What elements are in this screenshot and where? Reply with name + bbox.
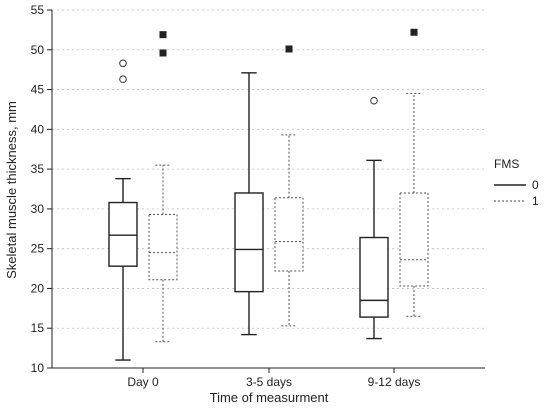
- x-tick-label: Day 0: [127, 375, 159, 389]
- extreme-point: [159, 49, 167, 57]
- box-series-0-1: [234, 72, 264, 336]
- box-series-1-2: [399, 93, 429, 317]
- legend: FMS 0 1: [494, 157, 539, 208]
- box-iqr: [148, 213, 178, 281]
- x-ticks: Day 0 3-5 days 9-12 days: [127, 368, 420, 389]
- y-ticks: 10 15 20 25 30 35 40 45 50 55: [31, 3, 52, 375]
- box-iqr: [108, 201, 138, 267]
- y-tick-label: 30: [31, 202, 45, 216]
- extreme-point: [159, 31, 167, 39]
- boxes: [108, 72, 429, 361]
- y-tick-label: 35: [31, 162, 45, 176]
- axes: [51, 10, 485, 369]
- legend-title: FMS: [494, 157, 519, 171]
- x-tick-label: 3-5 days: [246, 375, 292, 389]
- outlier-point: [119, 75, 127, 84]
- box-iqr: [234, 192, 264, 293]
- x-axis-title: Time of measurment: [210, 390, 329, 405]
- extreme-point: [285, 45, 293, 53]
- box-series-1-1: [274, 134, 304, 327]
- x-tick-label: 9-12 days: [368, 375, 421, 389]
- outlier-point: [119, 59, 127, 68]
- y-tick-label: 20: [31, 281, 45, 295]
- box-series-0-0: [108, 177, 138, 361]
- legend-label-1: 1: [532, 194, 539, 208]
- y-tick-label: 10: [31, 361, 45, 375]
- box-iqr: [274, 197, 304, 272]
- box-series-0-2: [359, 159, 389, 340]
- y-axis-title: Skeletal muscle thickness, mm: [4, 101, 19, 279]
- box-iqr: [399, 192, 429, 287]
- box-iqr: [359, 236, 389, 318]
- y-tick-label: 45: [31, 83, 45, 97]
- outlier-point: [370, 96, 378, 105]
- box-series-1-0: [148, 164, 178, 343]
- y-tick-label: 50: [31, 43, 45, 57]
- extreme-point: [410, 28, 418, 36]
- y-tick-label: 25: [31, 242, 45, 256]
- outlier-points: [119, 28, 418, 105]
- legend-label-0: 0: [532, 178, 539, 192]
- grid-lines: [52, 9, 485, 369]
- y-tick-label: 55: [31, 3, 45, 17]
- y-tick-label: 40: [31, 122, 45, 136]
- y-tick-label: 15: [31, 321, 45, 335]
